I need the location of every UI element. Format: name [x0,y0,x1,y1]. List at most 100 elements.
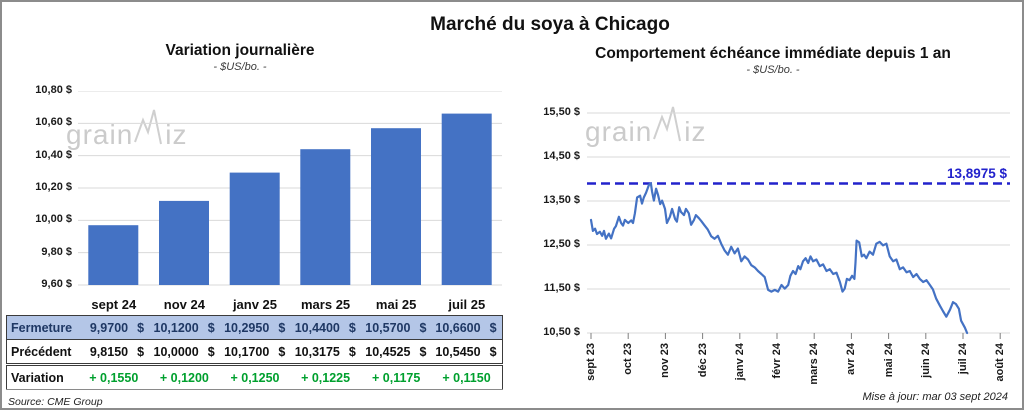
currency-symbol: $ [137,344,145,359]
watermark-text: iz [165,119,188,150]
line-x-tick-label: févr 24 [771,343,783,379]
line-y-tick-label: 11,50 $ [543,281,580,294]
line-x-tick-label: déc 23 [696,343,709,378]
table-cell: + 0,1250 [219,363,291,390]
line-x-tick-label: août 24 [994,343,1007,382]
cell-value: 10,6600 [435,320,481,335]
bar-y-tick-label: 10,80 $ [35,84,72,96]
cell-value: 10,5700 [365,320,411,335]
line-chart-title: Comportement échéance immédiate depuis 1… [595,45,951,62]
row-label: Fermeture [6,315,79,340]
table-cell: + 0,1150 [431,363,503,390]
line-x-tick-label: mai 24 [882,343,895,378]
grainwiz-watermark: grain iz [66,108,188,149]
bar-janv 25 [229,172,280,285]
column-header-sept-24: sept 24 [78,296,150,316]
currency-symbol: $ [489,344,497,359]
cell-value: 10,2950 [224,320,270,335]
row-label: Précédent [6,339,79,365]
column-header-mars-25: mars 25 [290,296,361,316]
table-cell: 10,3175 $ [290,340,361,365]
table-cell: 10,2950 $ [219,315,291,340]
table-cell: 9,8150 $ [79,340,150,365]
table-cell: 10,6600 $ [431,315,503,340]
line-chart-plot [587,102,1010,340]
row-label-header [6,296,79,316]
cell-value: 10,4400 [294,320,340,335]
table-cell: + 0,1200 [149,363,220,390]
line-y-tick-label: 15,50 $ [543,105,580,118]
line-x-tick-label: nov 23 [659,343,672,378]
bar-chart-subtitle: - $US/bo. - [213,61,267,73]
column-header-juil-25: juil 25 [431,296,503,316]
bar-sept 24 [88,225,139,285]
line-x-tick-label: avr 24 [845,343,858,375]
cell-value: 10,0000 [153,344,199,359]
currency-symbol: $ [348,320,356,335]
table-cell: + 0,1550 [78,363,150,390]
table-cell: 10,4525 $ [361,340,432,365]
bar-y-tick-label: 9,60 $ [41,278,72,290]
currency-symbol: $ [489,320,497,335]
line-x-tick-label: sept 23 [585,343,597,381]
column-header-janv-25: janv 25 [219,296,291,316]
table-cell: 10,5700 $ [360,315,432,340]
line-x-tick-label: juil 24 [957,343,969,375]
page-title: Marché du soya à Chicago [430,14,670,35]
currency-symbol: $ [419,344,427,359]
table-cell: 10,0000 $ [149,340,220,365]
cell-value: 9,8150 [89,344,129,359]
table-cell: + 0,1225 [290,363,361,390]
watermark-text: iz [684,116,707,147]
table-row-fermeture: Fermeture 9,9700 $10,1200 $10,2950 $10,4400 $… [6,315,503,340]
line-y-tick-label: 12,50 $ [543,237,580,250]
table-cell: 10,4400 $ [290,315,361,340]
bar-y-tick-label: 10,40 $ [35,148,72,161]
column-header-nov-24: nov 24 [149,296,220,316]
reference-line-label: 13,8975 $ [946,166,1007,181]
currency-symbol: $ [419,320,427,335]
grainwiz-watermark: grain iz [585,105,707,146]
table-cell: 10,1200 $ [149,315,220,340]
table-cell: 9,9700 $ [78,315,150,340]
bar-chart-plot [78,90,502,286]
currency-symbol: $ [278,344,286,359]
cell-value: 10,1700 [224,344,270,359]
column-header-mai-25: mai 25 [360,296,432,316]
line-y-tick-label: 14,50 $ [543,149,580,162]
line-y-tick-label: 10,50 $ [543,325,580,338]
table-cell: + 0,1175 [360,363,432,390]
bar-chart-title: Variation journalière [165,42,315,59]
currency-symbol: $ [348,344,356,359]
cell-value: 10,3175 [294,344,340,359]
source-note: Source: CME Group [8,396,103,408]
currency-symbol: $ [207,320,215,335]
bar-chart-svg [78,90,502,286]
table-row-précédent: Précédent 9,8150 $10,0000 $10,1700 $10,3175 $… [6,339,503,365]
price-series-line [589,182,969,335]
watermark-text: grain [585,116,653,147]
bar-y-tick-label: 10,00 $ [35,213,72,226]
line-y-tick-label: 13,50 $ [543,193,580,206]
cell-value: 10,5450 [435,344,481,359]
table-row-variation: Variation + 0,1550 + 0,1200 + 0,1250 + 0,122… [6,363,503,390]
price-table: sept 24 nov 24 janv 25 mars 25 mai 25 juil 25… [6,296,503,390]
table-header-row: sept 24 nov 24 janv 25 mars 25 mai 25 juil 25 [6,296,503,316]
bar-juil 25 [441,113,492,285]
bar-y-tick-label: 9,80 $ [41,245,72,258]
line-x-tick-label: mars 24 [808,343,821,385]
bar-y-tick-label: 10,20 $ [35,181,72,193]
line-chart-glyph-icon [134,109,163,145]
cell-value: 10,1200 [153,320,199,335]
currency-symbol: $ [137,320,145,335]
line-chart-svg [587,112,1010,339]
line-chart-subtitle: - $US/bo. - [746,64,800,76]
bar-mars 25 [300,149,351,285]
bar-mai 25 [371,128,421,285]
currency-symbol: $ [278,320,286,335]
line-x-tick-label: juin 24 [919,343,932,378]
table-cell: 10,5450 $ [431,339,503,365]
line-x-tick-label: janv 24 [733,343,746,381]
row-label: Variation [6,363,79,390]
